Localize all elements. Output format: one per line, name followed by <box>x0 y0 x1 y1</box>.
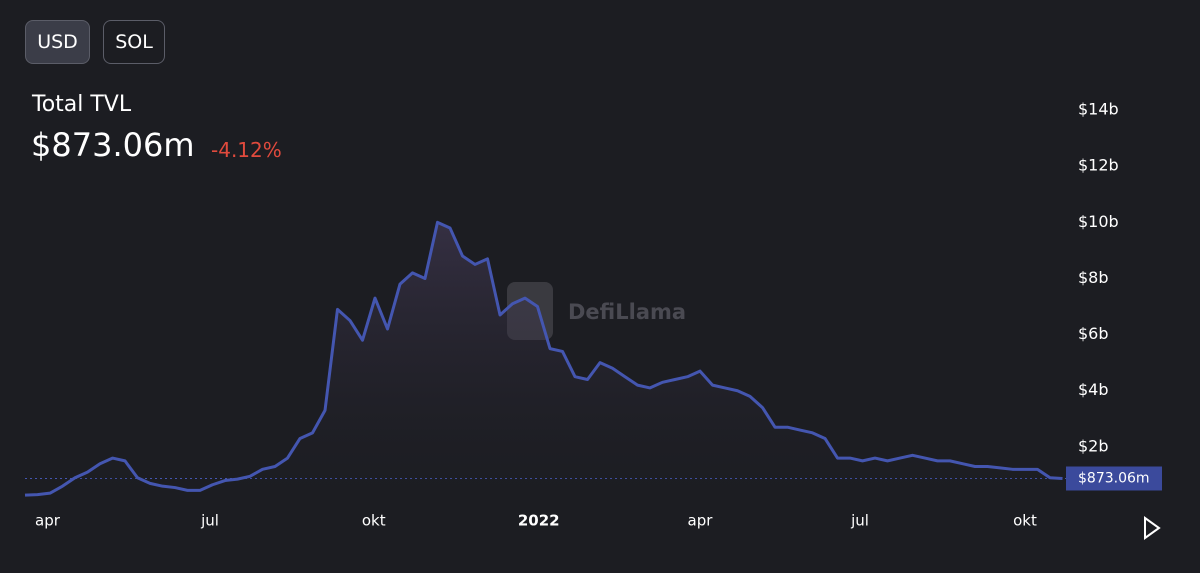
tvl-value: $873.06m <box>31 126 195 164</box>
x-tick-label: 2022 <box>518 512 560 530</box>
currency-button[interactable]: USD <box>25 20 90 64</box>
current-value-label: $873.06m <box>1078 470 1150 486</box>
y-tick-label: $6b <box>1078 324 1109 343</box>
area <box>25 222 1063 504</box>
x-tick-label: apr <box>688 512 714 530</box>
tvl-title: Total TVL <box>32 92 132 117</box>
play-button[interactable] <box>1144 516 1161 540</box>
x-tick-label: apr <box>35 512 61 530</box>
current-value-box <box>1066 466 1162 491</box>
y-tick-label: $10b <box>1078 212 1119 231</box>
tvl-change: -4.12% <box>211 138 282 162</box>
watermark: DefiLlama <box>568 300 686 324</box>
x-tick-label: okt <box>1013 512 1037 530</box>
line <box>24 220 1063 497</box>
currency-button[interactable]: SOL <box>103 20 165 64</box>
y-tick-label: $12b <box>1078 156 1119 175</box>
y-tick-label: $8b <box>1078 268 1109 287</box>
y-tick-label: $4b <box>1078 380 1109 399</box>
y-tick-label: $14b <box>1078 100 1119 119</box>
y-tick-label: $2b <box>1078 436 1109 455</box>
x-tick-label: okt <box>362 512 386 530</box>
x-tick-label: jul <box>850 512 869 530</box>
x-tick-label: jul <box>200 512 219 530</box>
